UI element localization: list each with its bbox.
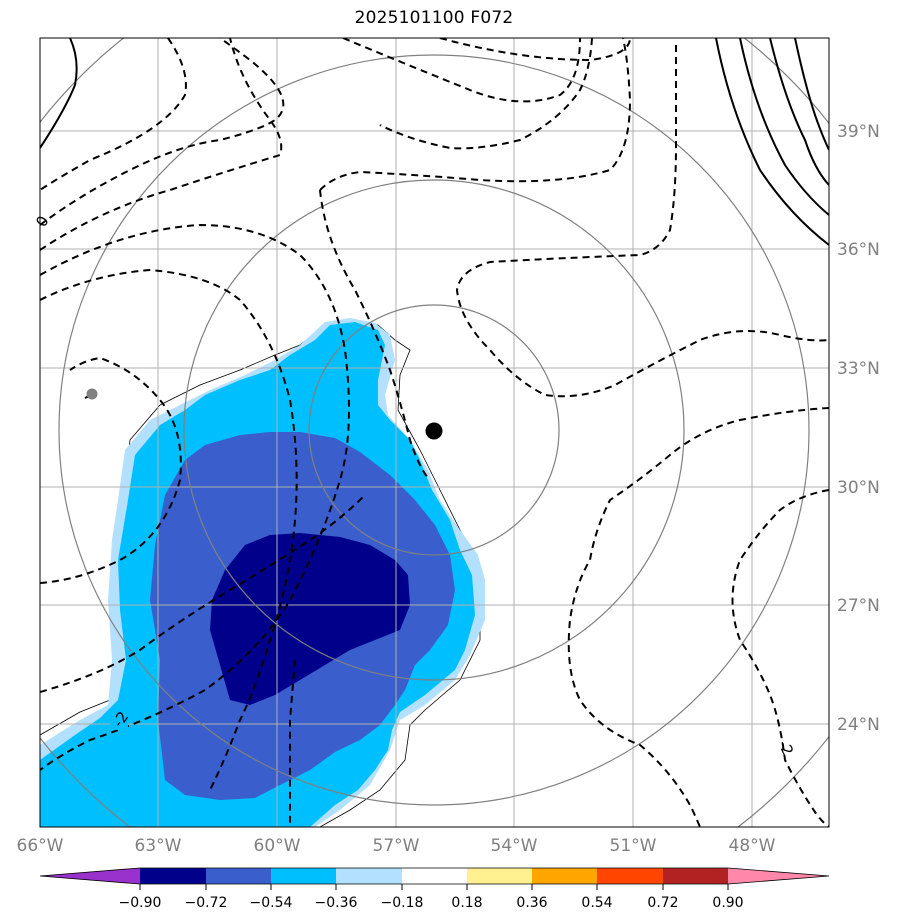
colorbar: −0.90 −0.72 −0.54 −0.36 −0.18 0.18 0.36 … [39,867,830,911]
colorbar-labels: −0.90 −0.72 −0.54 −0.36 −0.18 0.18 0.36 … [119,895,744,911]
colorbar-label-6: 0.18 [451,895,482,911]
latitude-labels: 39°N 36°N 33°N 30°N 27°N 24°N [837,122,880,735]
dashed-contours [40,38,829,827]
solid-contours [40,38,829,246]
colorbar-label-4: −0.36 [315,895,358,911]
contour-label-bg [110,710,128,730]
colorbar-seg-1 [140,868,206,884]
contours [40,38,829,827]
lon-label-66: 66°W [17,836,64,856]
lon-label-57: 57°W [373,836,420,856]
colorbar-seg-8 [597,868,663,884]
colorbar-extend-low [40,868,140,884]
map-title: 2025101100 F072 [354,8,514,28]
colorbar-seg-2 [206,868,271,884]
colorbar-label-2: −0.72 [185,895,228,911]
lon-label-63: 63°W [135,836,182,856]
range-ring-1 [308,304,560,556]
lat-label-33: 33°N [837,359,880,379]
colorbar-label-10: 0.90 [712,895,743,911]
colorbar-seg-6 [467,868,532,884]
longitude-labels: 66°W 63°W 60°W 57°W 54°W 51°W 48°W [17,836,776,856]
range-ring-3 [58,54,810,806]
shaded-field [40,318,485,827]
lon-label-54: 54°W [491,836,538,856]
graticule [40,38,829,827]
colorbar-seg-3 [271,868,336,884]
colorbar-label-3: −0.54 [250,895,293,911]
colorbar-label-1: −0.90 [119,895,162,911]
colorbar-extend-high [728,868,829,884]
contour-label-2: -2 [774,737,797,758]
contour-label-3: 0 [32,213,52,230]
lon-label-51: 51°W [610,836,657,856]
colorbar-label-9: 0.72 [647,895,678,911]
colorbar-ticks [139,884,729,890]
lat-label-36: 36°N [837,240,880,260]
storm-center-marker [425,422,443,440]
lat-label-27: 27°N [837,596,880,616]
colorbar-seg-9 [663,868,728,884]
colorbar-label-7: 0.36 [516,895,547,911]
colorbar-seg-4 [336,868,402,884]
lat-label-30: 30°N [837,478,880,498]
colorbar-label-5: −0.18 [381,895,424,911]
lon-label-48: 48°W [729,836,776,856]
colorbar-seg-7 [532,868,597,884]
map-frame [39,37,830,828]
colorbar-label-8: 0.54 [581,895,612,911]
lon-label-60: 60°W [254,836,301,856]
secondary-position-marker [86,388,98,400]
colorbar-seg-5 [402,868,467,884]
lat-label-39: 39°N [837,122,880,142]
lat-label-24: 24°N [837,715,880,735]
shade-dark-navy [210,533,410,705]
range-ring-2 [183,179,685,681]
